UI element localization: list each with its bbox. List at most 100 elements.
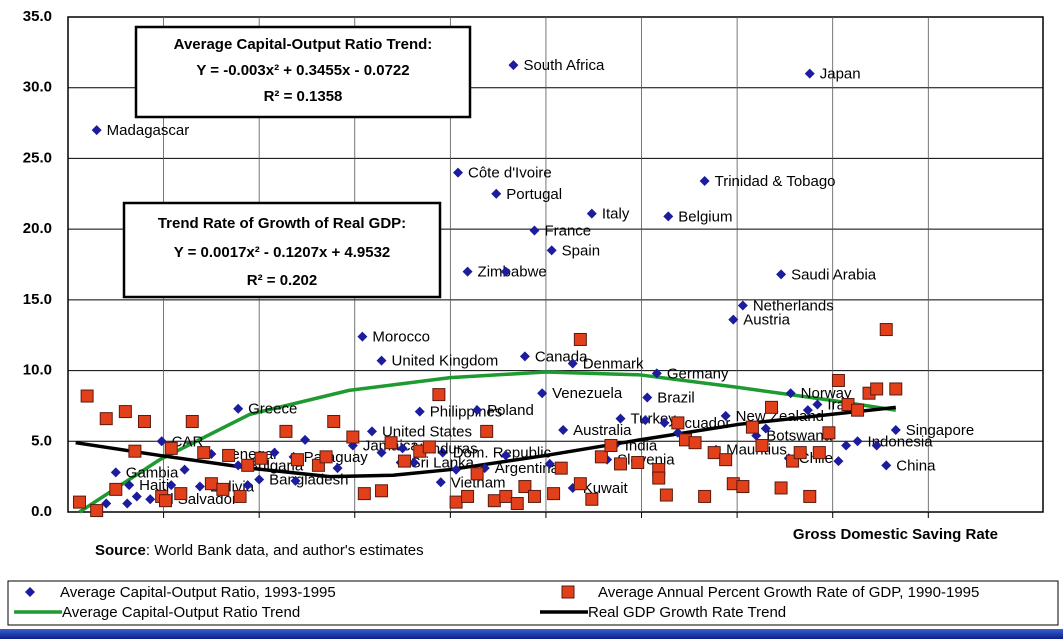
square-point [159, 494, 172, 508]
square-point [375, 484, 389, 498]
square-point [573, 477, 587, 491]
diamond-point [737, 300, 748, 311]
diamond-point [659, 417, 670, 428]
point-label: China [896, 457, 936, 474]
square-point [719, 453, 733, 467]
diamond-point [871, 440, 882, 451]
diamond-point [300, 434, 311, 445]
diamond-point [663, 211, 674, 222]
point-label: Philippines [430, 404, 503, 421]
square-point [397, 454, 411, 468]
diamond-point [269, 447, 280, 458]
legend-box [7, 580, 1059, 626]
y-tick-label: 35.0 [23, 8, 52, 25]
diamond-point [500, 266, 511, 277]
point-label: Poland [487, 402, 534, 419]
square-point [461, 489, 475, 503]
square-point [432, 388, 446, 402]
square-point [327, 414, 341, 428]
legend-label: Average Capital-Output Ratio Trend [62, 604, 300, 621]
diamond-point [558, 424, 569, 435]
square-point [254, 451, 268, 465]
point-label: Turkey [631, 411, 677, 428]
square-point [604, 439, 618, 453]
diamond-point [124, 480, 135, 491]
square-point [518, 480, 532, 494]
square-point [698, 489, 712, 503]
y-tick-label: 5.0 [31, 432, 52, 449]
square-point [487, 494, 501, 508]
point-label: United Kingdom [392, 353, 499, 370]
square-point [137, 414, 151, 428]
diamond-point [640, 415, 651, 426]
point-label: South Africa [523, 57, 605, 74]
square-point [290, 453, 304, 467]
square-point [197, 446, 211, 460]
diamond-point [529, 225, 540, 236]
square-point [99, 412, 113, 426]
square-point [357, 487, 371, 501]
y-tick-label: 15.0 [23, 291, 52, 308]
point-label: Greece [248, 401, 297, 418]
source-note: Source: World Bank data, and author's es… [95, 542, 424, 559]
diamond-point [586, 208, 597, 219]
point-label: Denmark [583, 355, 644, 372]
annotation-text: Y = 0.0017x² - 0.1207x + 4.9532 [174, 244, 391, 261]
diamond-point [25, 587, 35, 597]
diamond-point [233, 460, 244, 471]
x-axis-label: Gross Domestic Saving Rate [793, 526, 998, 543]
diamond-point [642, 392, 653, 403]
square-point [652, 471, 666, 485]
diamond-point [290, 475, 301, 486]
legend-label: Average Annual Percent Growth Rate of GD… [598, 584, 979, 601]
square-point [118, 405, 132, 419]
annotation-text: R² = 0.202 [247, 272, 317, 289]
point-label: Zimbabwe [478, 264, 547, 281]
point-label: Singapore [906, 422, 974, 439]
point-label: France [544, 223, 591, 240]
diamond-point [852, 436, 863, 447]
diamond-point [804, 68, 815, 79]
point-label: Bangladesh [269, 471, 348, 488]
diamond-point [366, 426, 377, 437]
point-label: Brazil [657, 389, 695, 406]
diamond-point [567, 358, 578, 369]
legend-label: Average Capital-Output Ratio, 1993-1995 [60, 584, 336, 601]
point-label: India [625, 437, 658, 454]
point-label: CAR [172, 433, 204, 450]
diamond-point [242, 480, 253, 491]
point-label: Germany [667, 365, 729, 382]
diamond-point [615, 413, 626, 424]
square-point [164, 441, 178, 455]
point-label: Belgium [678, 208, 732, 225]
annotation-text: Trend Rate of Growth of Real GDP: [158, 215, 406, 232]
diamond-point [544, 458, 555, 469]
diamond-point [145, 494, 156, 505]
point-label: Austria [743, 312, 790, 329]
square-point [527, 489, 541, 503]
square-point [745, 420, 759, 434]
y-tick-label: 0.0 [31, 503, 52, 520]
point-label: Vietnam [451, 474, 506, 491]
diamond-point [546, 245, 557, 256]
diamond-point [537, 388, 548, 399]
diamond-point [376, 447, 387, 458]
diamond-point [122, 498, 133, 509]
diamond-point [812, 399, 823, 410]
point-label: Norway [801, 385, 852, 402]
point-label: Morocco [372, 329, 430, 346]
square-point [671, 416, 685, 430]
square-point [803, 489, 817, 503]
square-point [822, 426, 836, 440]
square-point [774, 481, 788, 495]
annotation-box [122, 201, 442, 299]
square-point [851, 403, 865, 417]
diamond-point [500, 450, 511, 461]
diamond-point [332, 463, 343, 474]
point-label: Canada [535, 348, 588, 365]
point-label: Saudi Arabia [791, 266, 877, 283]
square-point [80, 389, 94, 403]
square-point [499, 489, 513, 503]
source-text: : World Bank data, and author's estimate… [146, 542, 424, 559]
point-label: Dom. Republic [453, 445, 552, 462]
